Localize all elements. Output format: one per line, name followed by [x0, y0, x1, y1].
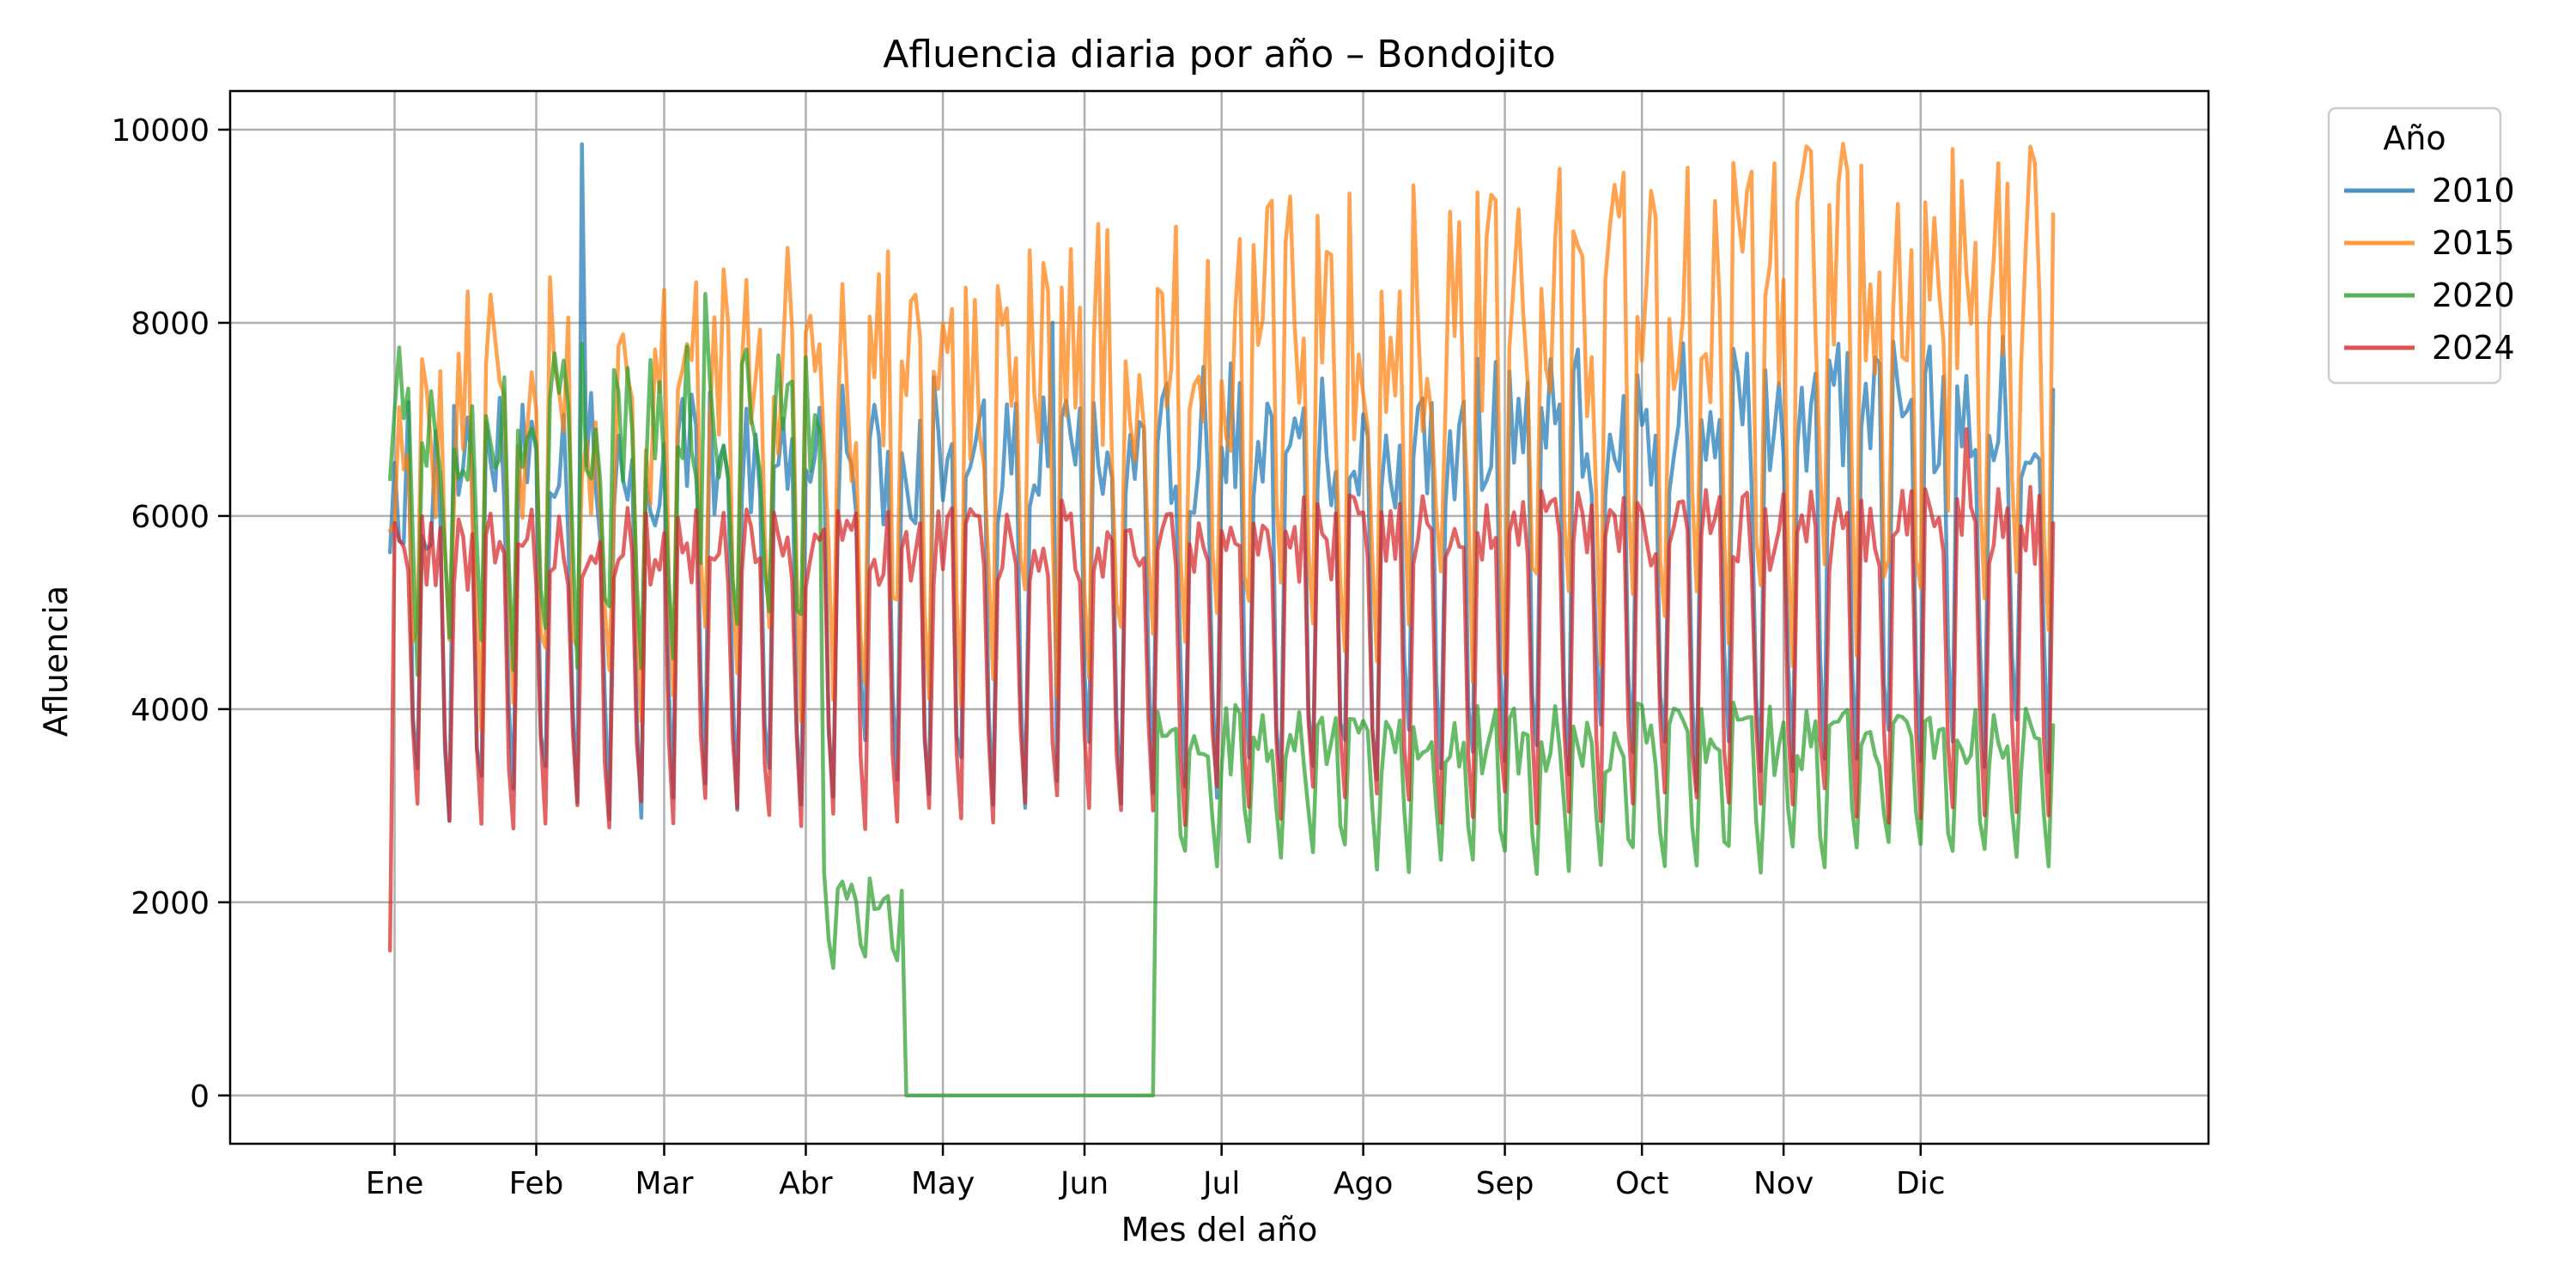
y-tick-label: 8000: [131, 307, 210, 342]
legend-box: [2327, 106, 2502, 385]
series-line-2015: [387, 142, 2056, 732]
x-tick-label: Sep: [1476, 1166, 1534, 1201]
legend-label-2020: 2020: [2432, 276, 2515, 314]
legend-label-2024: 2024: [2432, 329, 2515, 367]
legend: Año 2010 2015 2020 2024: [2327, 106, 2515, 385]
x-tick-label: Abr: [779, 1166, 832, 1201]
x-tick-label: Oct: [1615, 1166, 1668, 1201]
x-tick-label: Jun: [1059, 1166, 1109, 1201]
plot-frame: [228, 89, 2210, 1145]
legend-title: Año: [2383, 119, 2445, 157]
y-tick-label: 4000: [131, 693, 210, 728]
legend-label-2010: 2010: [2432, 172, 2515, 210]
x-tick-label: Feb: [509, 1166, 564, 1201]
y-axis-label: Afluencia: [37, 586, 75, 737]
x-tick-label: Dic: [1896, 1166, 1946, 1201]
y-tick-label: 0: [190, 1079, 210, 1115]
series-layer: [387, 142, 2056, 1098]
series-line-2024: [387, 427, 2056, 953]
x-tick-label: Nov: [1753, 1166, 1814, 1201]
legend-label-2015: 2015: [2432, 224, 2515, 262]
chart-title: Afluencia diaria por año – Bondojito: [883, 33, 1556, 76]
x-tick-label: May: [911, 1166, 975, 1201]
series-line-2020: [387, 291, 2056, 1098]
x-tick-label: Jul: [1201, 1166, 1240, 1201]
x-tick-label: Ago: [1334, 1166, 1394, 1201]
x-axis: Ene Feb Mar Abr May Jun Jul Ago Sep Oct Nov Dic: [366, 1144, 1946, 1201]
x-tick-label: Mar: [635, 1166, 694, 1201]
y-tick-label: 10000: [111, 113, 210, 149]
x-axis-label: Mes del año: [1121, 1211, 1318, 1249]
x-tick-label: Ene: [366, 1166, 424, 1201]
y-axis: 0 2000 4000 6000 8000 10000: [111, 113, 230, 1115]
y-tick-label: 2000: [131, 886, 210, 921]
y-tick-label: 6000: [131, 500, 210, 535]
